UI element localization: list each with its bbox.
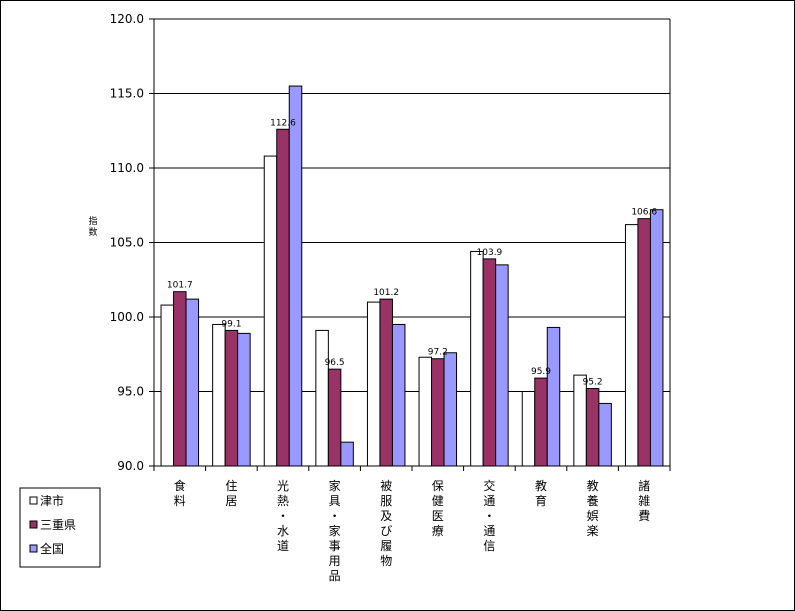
bar: [327, 368, 342, 467]
bar: [418, 356, 433, 467]
bar: [431, 358, 445, 467]
y-tick-label: 110.0: [110, 161, 144, 175]
legend-label: 三重県: [40, 518, 76, 532]
bar: [185, 298, 200, 467]
category-label: 住居: [225, 479, 237, 508]
legend-label: 全国: [40, 541, 64, 556]
category-label: 保健医療: [432, 479, 444, 538]
data-label: 99.1: [221, 319, 241, 329]
y-tick-label: 90.0: [117, 459, 144, 473]
bar: [173, 291, 187, 467]
bar: [649, 209, 664, 467]
y-tick-label: 115.0: [110, 87, 144, 101]
category-label: 被服及び履物: [380, 479, 392, 568]
bar: [391, 323, 406, 467]
bar: [534, 377, 548, 467]
bar: [637, 218, 651, 467]
bar: [288, 85, 303, 467]
category-label: 諸雑費: [638, 478, 650, 523]
legend-swatch: [29, 496, 38, 505]
category-labels: 食料 住居 光熱・水道 家具・家事用品 被服及び履物 保健医療 交通・通信 教育 教養娯楽 諸雑費: [174, 478, 650, 583]
y-tick-label: 100.0: [110, 310, 144, 324]
bar: [495, 264, 509, 467]
y-tick-label: 95.0: [117, 385, 144, 399]
data-label: 103.9: [477, 248, 503, 258]
bar: [470, 250, 484, 467]
category-label: 教育: [535, 478, 547, 508]
bars: [160, 85, 664, 467]
data-label: 106.6: [631, 208, 657, 218]
data-label: 95.2: [583, 378, 603, 388]
bar: [263, 155, 278, 467]
legend-label: 津市: [40, 493, 64, 508]
data-label: 112.6: [270, 118, 296, 128]
bar: [276, 128, 290, 467]
bar: [315, 329, 329, 467]
bar: [237, 332, 251, 467]
bar: [573, 374, 587, 467]
data-label: 96.5: [325, 358, 345, 368]
bar: [585, 388, 600, 467]
bar: [212, 323, 226, 467]
bar: [379, 298, 393, 467]
data-label: 95.9: [531, 367, 551, 377]
category-label: 交通・通信: [483, 478, 495, 553]
data-label: 101.7: [167, 281, 193, 291]
data-labels: 101.7 99.1 112.6 96.5 101.2 97.2 103.9 95.9 95.2…: [167, 118, 657, 387]
bar: [366, 301, 381, 467]
bar: [340, 441, 354, 467]
y-tick-label: 105.0: [110, 236, 144, 250]
y-axis-ticks: 90.0 95.0 100.0 105.0 110.0 115.0 120.0: [110, 12, 154, 473]
data-label: 101.2: [373, 288, 399, 298]
bar: [482, 258, 497, 467]
bar: [598, 402, 612, 467]
bar: [160, 304, 175, 467]
bar: [521, 391, 536, 467]
y-tick-label: 120.0: [110, 12, 144, 26]
bar: [224, 329, 239, 467]
y-axis-label: 指数: [88, 215, 97, 238]
legend-swatch: [29, 544, 38, 553]
category-label: 教養娯楽: [587, 478, 599, 538]
category-label: 光熱・水道: [277, 479, 289, 553]
category-label: 食料: [174, 478, 186, 508]
bar: [443, 352, 458, 467]
axes: [153, 19, 671, 471]
legend-swatch: [29, 520, 38, 529]
category-label: 家具・家事用品: [329, 478, 341, 583]
data-label: 97.2: [428, 348, 448, 358]
bar: [546, 326, 561, 467]
bar: [624, 224, 639, 467]
